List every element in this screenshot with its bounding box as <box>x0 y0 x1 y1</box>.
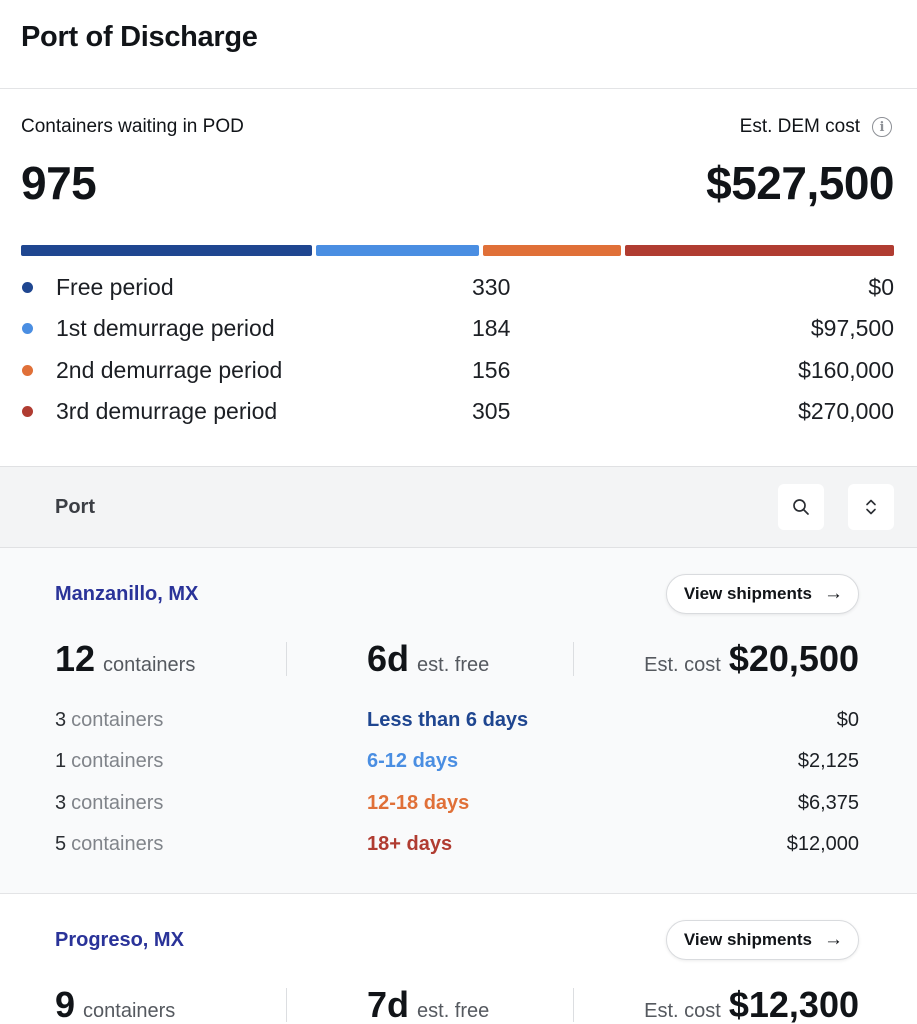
breakdown-count: 3 <box>55 791 67 814</box>
legend-row-second-demurrage: 2nd demurrage period 156 $160,000 <box>21 350 894 391</box>
breakdown-range: 12-18 days <box>367 791 470 814</box>
containers-unit: containers <box>103 654 196 676</box>
cost-label: Est. cost <box>644 1000 721 1022</box>
stat-divider <box>573 642 574 676</box>
containers-count: 9 <box>55 984 76 1024</box>
legend-cost: $0 <box>868 274 894 301</box>
summary-panel: Containers waiting in POD Est. DEM cost … <box>0 89 917 466</box>
port-name[interactable]: Manzanillo, MX <box>55 582 199 605</box>
containers-unit: containers <box>83 1000 176 1022</box>
free-days-stat: 7d est. free <box>287 984 573 1024</box>
dem-cost-label: Est. DEM cost <box>739 116 860 137</box>
view-shipments-label: View shipments <box>683 584 812 603</box>
page-header: Port of Discharge <box>0 0 917 89</box>
containers-waiting-label: Containers waiting in POD <box>21 116 244 137</box>
breakdown-cost: $12,000 <box>786 833 859 856</box>
stat-divider <box>573 988 574 1022</box>
legend-cost: $160,000 <box>798 356 894 383</box>
search-icon <box>793 499 809 515</box>
breakdown-range: 6-12 days <box>367 750 459 773</box>
breakdown-row: 1 containers 6-12 days $2,125 <box>55 741 859 782</box>
info-icon[interactable]: i <box>872 117 892 137</box>
free-days-label: est. free <box>417 1000 490 1022</box>
free-days-stat: 6d est. free <box>287 638 573 680</box>
containers-stat: 12 containers <box>55 638 286 680</box>
dem-cost-total: $527,500 <box>706 157 894 209</box>
bar-segment-third-demurrage <box>624 245 895 256</box>
legend-dot <box>22 364 33 376</box>
cost-stat: Est. cost $12,300 <box>574 984 859 1024</box>
view-shipments-button[interactable]: View shipments → <box>665 920 859 960</box>
breakdown-row: 5 containers 18+ days $12,000 <box>55 824 859 865</box>
legend-dot <box>22 323 33 335</box>
breakdown-range: Less than 6 days <box>367 709 529 732</box>
legend-count: 305 <box>472 398 511 425</box>
stat-divider <box>286 642 287 676</box>
cost-value: $12,300 <box>728 984 859 1024</box>
legend-dot <box>22 406 33 418</box>
cost-value: $20,500 <box>728 638 859 679</box>
port-name[interactable]: Progreso, MX <box>55 928 184 951</box>
port-column-label: Port <box>55 495 95 518</box>
port-card-manzanillo: Manzanillo, MX View shipments → 12 conta… <box>0 548 917 894</box>
legend-count: 330 <box>472 274 511 301</box>
breakdown-unit: containers <box>71 750 164 773</box>
legend-name: 2nd demurrage period <box>56 356 283 383</box>
legend-name: Free period <box>56 274 174 301</box>
page-title: Port of Discharge <box>21 21 258 53</box>
period-distribution-bar <box>21 245 895 256</box>
period-legend: Free period 330 $0 1st demurrage period … <box>21 267 894 432</box>
legend-cost: $97,500 <box>810 315 894 342</box>
free-days-value: 7d <box>367 984 410 1024</box>
containers-stat: 9 containers <box>55 984 286 1024</box>
search-button[interactable] <box>778 484 824 530</box>
sort-button[interactable] <box>848 484 894 530</box>
breakdown-cost: $2,125 <box>797 750 859 773</box>
legend-row-first-demurrage: 1st demurrage period 184 $97,500 <box>21 308 894 349</box>
bar-segment-second-demurrage <box>482 245 621 256</box>
breakdown-unit: containers <box>71 709 164 732</box>
bar-segment-free <box>21 245 313 256</box>
containers-total: 975 <box>21 157 97 209</box>
breakdown-count: 5 <box>55 833 67 856</box>
breakdown-count: 3 <box>55 709 67 732</box>
period-breakdown: 3 containers Less than 6 days $0 1 contain… <box>55 700 859 865</box>
legend-name: 3rd demurrage period <box>56 398 278 425</box>
containers-count: 12 <box>55 638 96 679</box>
breakdown-cost: $0 <box>836 709 859 732</box>
breakdown-cost: $6,375 <box>797 791 859 814</box>
legend-dot <box>22 282 33 294</box>
legend-count: 184 <box>472 315 511 342</box>
legend-row-free: Free period 330 $0 <box>21 267 894 308</box>
cost-label: Est. cost <box>644 654 721 676</box>
arrow-right-icon: → <box>824 583 843 604</box>
free-days-value: 6d <box>367 638 410 679</box>
sort-icon <box>866 499 876 515</box>
breakdown-row: 3 containers 12-18 days $6,375 <box>55 783 859 824</box>
arrow-right-icon: → <box>824 929 843 950</box>
cost-stat: Est. cost $20,500 <box>574 638 859 680</box>
view-shipments-label: View shipments <box>683 930 812 949</box>
port-card-progreso: Progreso, MX View shipments → 9 containe… <box>0 894 917 1024</box>
view-shipments-button[interactable]: View shipments → <box>665 574 859 614</box>
breakdown-unit: containers <box>71 791 164 814</box>
legend-count: 156 <box>472 356 511 383</box>
legend-row-third-demurrage: 3rd demurrage period 305 $270,000 <box>21 391 894 432</box>
legend-name: 1st demurrage period <box>56 315 275 342</box>
port-table-header: Port <box>0 466 917 548</box>
stat-divider <box>286 988 287 1022</box>
bar-segment-first-demurrage <box>316 245 479 256</box>
breakdown-count: 1 <box>55 750 67 773</box>
breakdown-row: 3 containers Less than 6 days $0 <box>55 700 859 741</box>
breakdown-unit: containers <box>71 833 164 856</box>
legend-cost: $270,000 <box>798 398 894 425</box>
free-days-label: est. free <box>417 654 490 676</box>
breakdown-range: 18+ days <box>367 833 453 856</box>
